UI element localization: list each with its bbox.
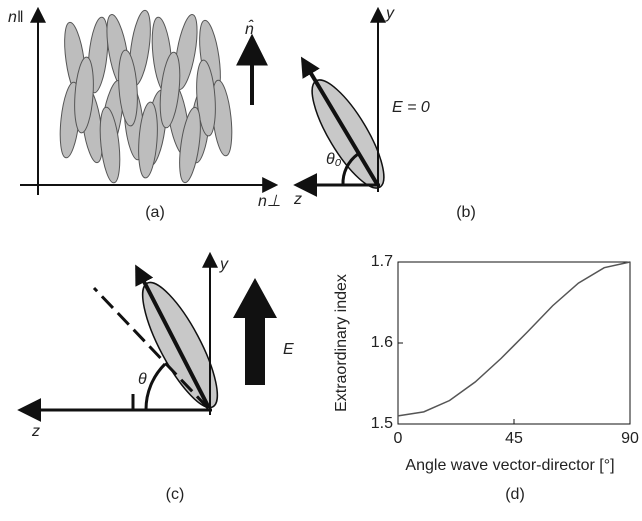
field-label: E = 0 — [392, 99, 430, 116]
panel-d: Extraordinary index Angle wave vector-di… — [333, 253, 639, 503]
angle-arc — [144, 362, 167, 411]
y-tick-label: 1.6 — [371, 334, 393, 351]
panel-label: (b) — [456, 204, 476, 221]
axis-label: n⊥ — [258, 193, 281, 210]
molecule — [99, 106, 121, 184]
curve — [397, 261, 631, 417]
molecule — [74, 56, 94, 134]
y-tick-label: 1.5 — [371, 415, 393, 432]
molecule — [138, 101, 158, 179]
molecule — [159, 51, 181, 129]
director-arrow — [300, 56, 379, 186]
panel-b: y z E = 0 θ₀ (b) — [293, 5, 476, 221]
dashed-line — [92, 286, 210, 410]
director-arrow — [135, 264, 211, 409]
panel-label: (a) — [145, 204, 165, 221]
molecule — [196, 59, 216, 137]
panel-c: y z E θ (c) — [17, 251, 294, 503]
angle-arc — [341, 152, 359, 186]
angle-label: θ — [138, 371, 147, 388]
panel-label: (c) — [166, 486, 185, 503]
director-label: n̂ — [245, 19, 254, 39]
axis-label: y — [385, 5, 395, 22]
plot-frame — [397, 261, 631, 425]
x-tick-label: 45 — [505, 430, 523, 447]
y-axis-title: Extraordinary index — [333, 274, 350, 412]
panel-label: (d) — [505, 486, 525, 503]
angle-label: θ₀ — [326, 151, 342, 168]
axis-label: z — [31, 423, 40, 440]
axis-label: n‖ — [8, 9, 24, 26]
panel-a: n‖ n⊥ n̂ (a) — [8, 6, 281, 221]
x-tick-label: 0 — [394, 430, 403, 447]
molecule — [118, 49, 138, 127]
axis-label: z — [293, 191, 302, 208]
molecule — [141, 281, 219, 409]
y-tick-label: 1.7 — [371, 253, 393, 270]
x-tick-label: 90 — [621, 430, 639, 447]
axis-label: y — [219, 256, 229, 273]
field-label: E — [283, 341, 294, 358]
x-axis-title: Angle wave vector-director [°] — [405, 457, 614, 474]
field-arrow — [233, 278, 277, 385]
molecule — [179, 106, 201, 184]
